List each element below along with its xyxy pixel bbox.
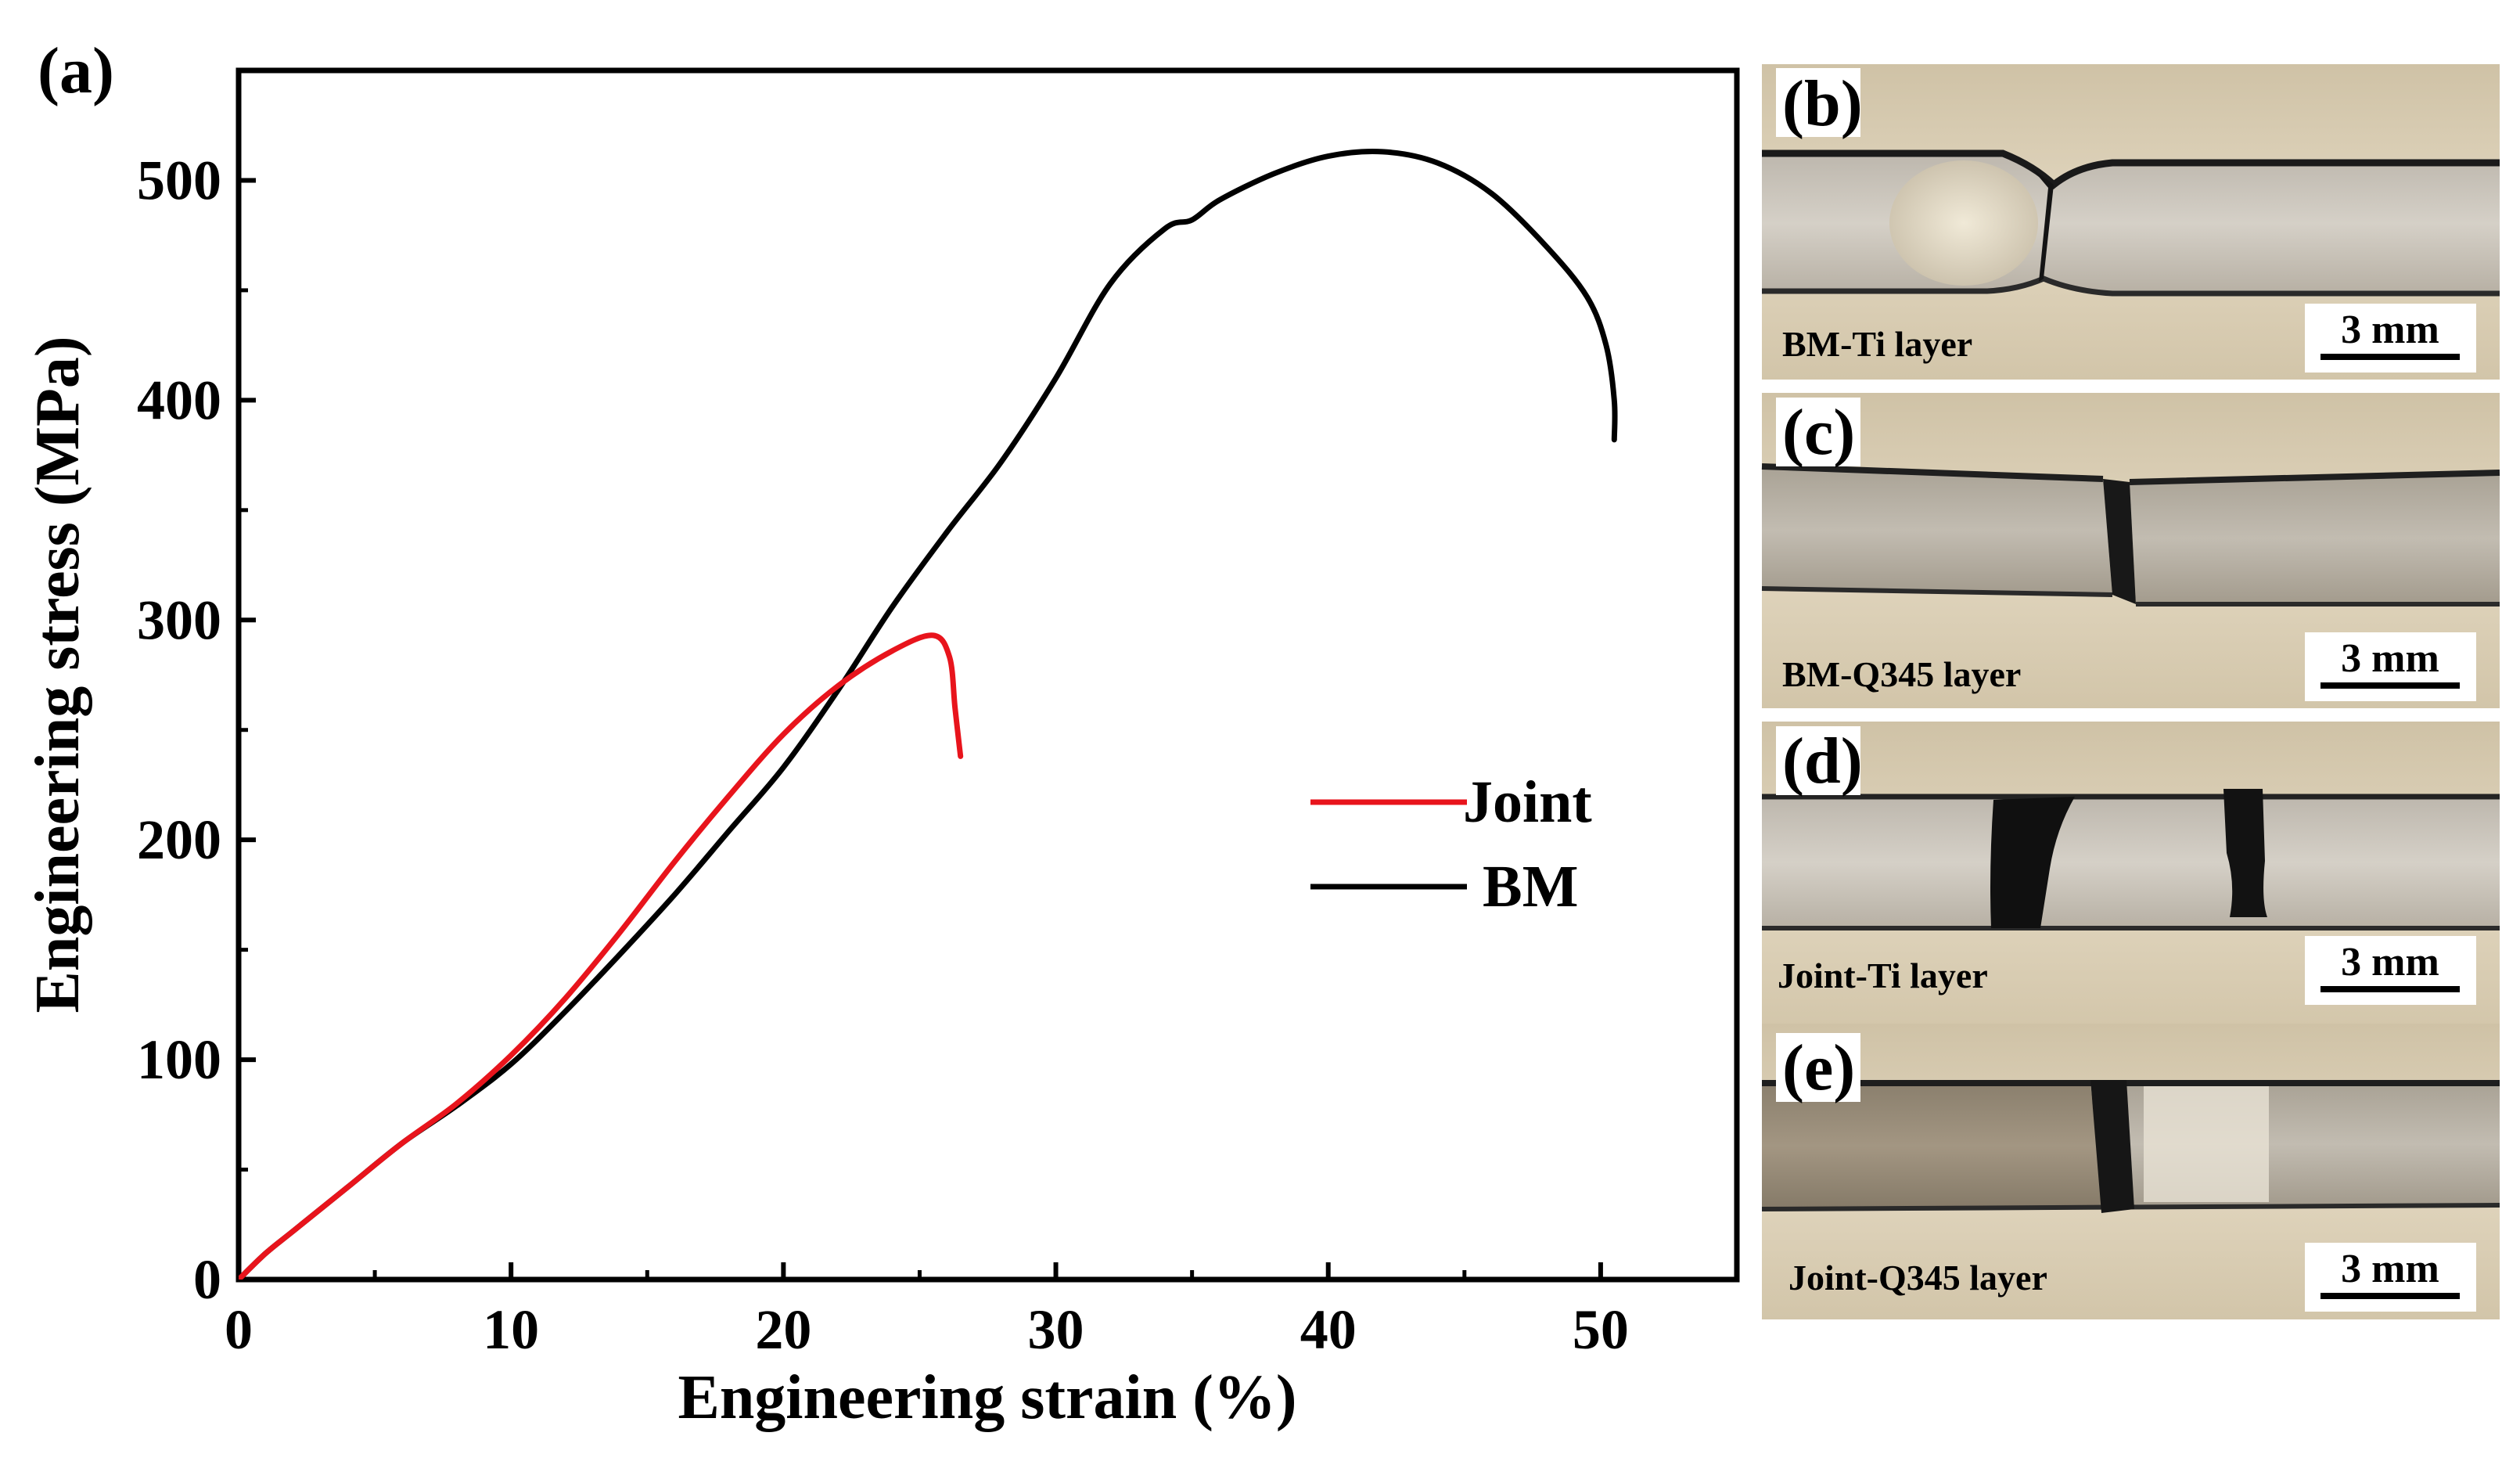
scale-box — [2305, 632, 2476, 701]
legend-label-joint: Joint — [1463, 769, 1592, 835]
lower-edge — [1762, 275, 2500, 297]
panel-label-b: (b) — [1782, 67, 1863, 140]
y-tick-label: 300 — [137, 589, 221, 651]
panel-label-d: (d) — [1782, 725, 1863, 797]
scale-box — [2305, 304, 2476, 373]
scale-label-e: 3 mm — [2341, 1247, 2439, 1291]
panel-label-box — [1776, 68, 1860, 137]
panel-label-e: (e) — [1782, 1031, 1855, 1104]
caption-joint-ti: Joint-Ti layer — [1778, 956, 1988, 995]
photo-panel-e: (e) Joint-Q345 layer 3 mm — [1761, 1024, 2500, 1319]
specimen — [1762, 153, 2500, 293]
fracture-gap-left — [1990, 797, 2075, 928]
photo-panel-b: (b) BM-Ti layer 3 mm — [1762, 64, 2500, 380]
y-tick-label: 200 — [137, 808, 221, 871]
y-axis-label: Engineering stress (MPa) — [23, 336, 92, 1013]
photo-panel-c: (c) BM-Q345 layer 3 mm — [1761, 393, 2500, 708]
photo-panel-d: (d) Joint-Ti layer 3 mm — [1762, 722, 2500, 1037]
fracture-crack — [2103, 479, 2136, 604]
scale-label-c: 3 mm — [2341, 636, 2439, 681]
x-axis-label: Engineering strain (%) — [678, 1363, 1296, 1432]
panel-label-box — [1776, 398, 1860, 466]
scale-bar — [2320, 986, 2460, 992]
y-tick-label: 500 — [137, 149, 221, 211]
caption-bm-ti: BM-Ti layer — [1782, 324, 1972, 364]
scale-label-b: 3 mm — [2341, 308, 2439, 352]
y-tick-label: 100 — [137, 1028, 221, 1091]
specimen — [1762, 797, 2500, 928]
fracture-crack — [2090, 1080, 2134, 1213]
scale-bar — [2320, 1293, 2460, 1299]
plot-frame — [235, 67, 1740, 1283]
upper-edge — [1761, 463, 2500, 485]
panel-label-c: (c) — [1782, 396, 1855, 469]
x-tick-label: 0 — [225, 1298, 253, 1361]
scale-box — [2305, 936, 2476, 1005]
upper-edge — [1762, 149, 2500, 189]
panel-label-box — [1776, 1033, 1860, 1102]
bright-fracture-zone — [2144, 1086, 2269, 1202]
y-tick-label: 400 — [137, 369, 221, 431]
specimen-right — [2130, 473, 2500, 604]
legend: Joint BM — [1310, 769, 1592, 920]
x-tick-label: 20 — [755, 1298, 811, 1361]
stress-strain-chart: (a) 0 10 20 30 40 50 0 100 200 300 400 500 Enginee… — [23, 34, 1740, 1432]
necking-highlight — [1889, 160, 2038, 286]
panel-label-box — [1776, 726, 1860, 795]
specimen-left — [1762, 466, 2112, 595]
x-tick-label: 10 — [483, 1298, 539, 1361]
scale-box — [2305, 1243, 2476, 1312]
x-tick-label: 40 — [1300, 1298, 1357, 1361]
specimen-left — [1762, 1083, 2103, 1209]
legend-label-bm: BM — [1483, 854, 1578, 920]
y-tick-label: 0 — [193, 1248, 221, 1311]
scale-bar — [2320, 354, 2460, 360]
fracture-gap-right — [2223, 789, 2267, 917]
panel-label-a: (a) — [38, 34, 114, 107]
x-tick-label: 50 — [1573, 1298, 1629, 1361]
x-tick-label: 30 — [1028, 1298, 1084, 1361]
caption-joint-q345: Joint-Q345 layer — [1788, 1258, 2047, 1298]
scale-bar — [2320, 682, 2460, 689]
fracture-crack — [2031, 167, 2054, 282]
x-axis-ticks: 0 10 20 30 40 50 — [225, 1262, 1739, 1361]
caption-bm-q345: BM-Q345 layer — [1782, 654, 2021, 694]
lower-edge — [1761, 586, 2500, 607]
joint-series-line — [239, 632, 964, 1280]
scale-label-d: 3 mm — [2341, 940, 2439, 984]
y-axis-ticks: 0 100 200 300 400 500 — [137, 68, 256, 1311]
